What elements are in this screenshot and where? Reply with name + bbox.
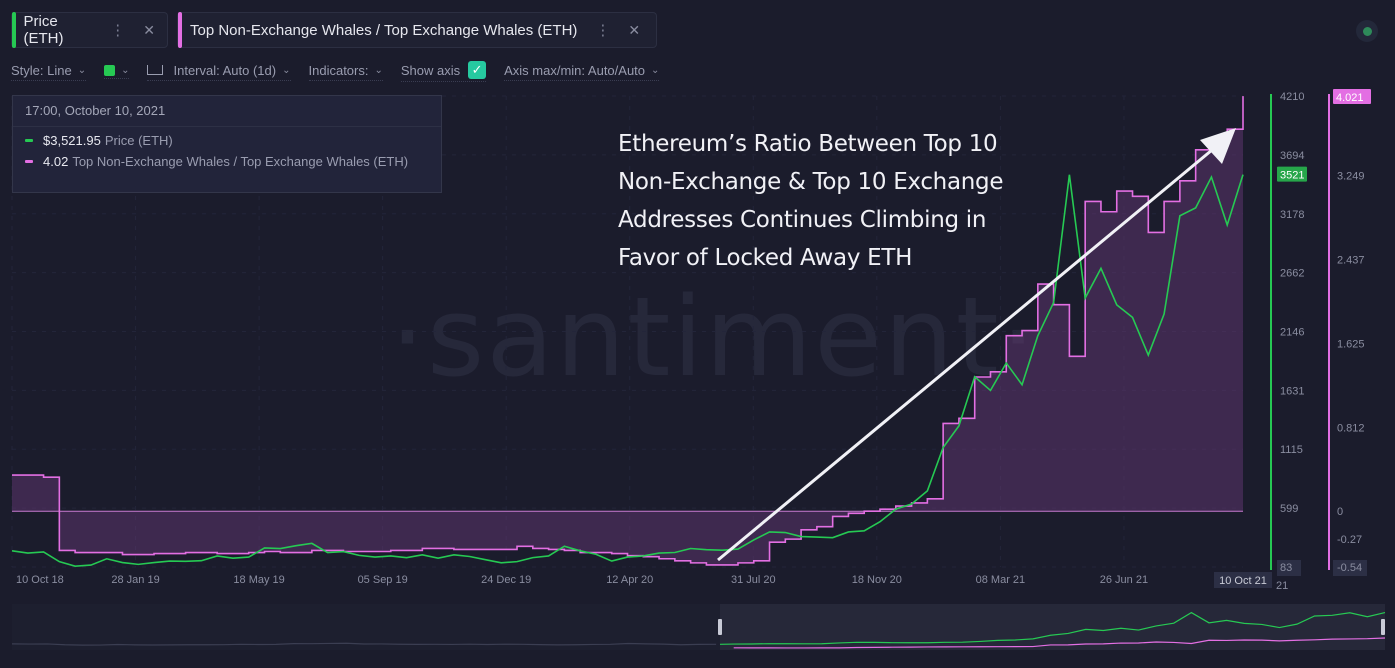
interval-label: Interval: Auto (1d) bbox=[173, 62, 277, 78]
ratio-axis-tick: -0.27 bbox=[1337, 534, 1362, 546]
tooltip-value: 4.02 bbox=[43, 154, 69, 169]
navigator-ratio-line bbox=[733, 637, 1386, 649]
price-axis-tick: 3694 bbox=[1280, 150, 1304, 162]
color-swatch bbox=[104, 64, 116, 76]
x-trailing-label: 21 bbox=[1276, 580, 1288, 592]
price-current-label: 3521 bbox=[1280, 170, 1304, 182]
interval-dropdown[interactable]: Interval: Auto (1d) ⌄ bbox=[147, 62, 291, 81]
series-color-bar bbox=[12, 12, 16, 48]
price-axis-tick: 1631 bbox=[1280, 385, 1304, 397]
x-axis-tick: 10 Oct 18 bbox=[16, 574, 64, 586]
tab-label: Price (ETH) bbox=[23, 13, 64, 47]
watermark: ·santiment· bbox=[390, 273, 1038, 401]
x-current-label: 10 Oct 21 bbox=[1219, 575, 1267, 587]
tooltip-row-ratio: 4.02 Top Non-Exchange Whales / Top Excha… bbox=[13, 154, 441, 169]
ruler-icon bbox=[147, 65, 164, 75]
x-axis-tick: 12 Apr 20 bbox=[606, 574, 653, 586]
axis-maxmin-dropdown[interactable]: Axis max/min: Auto/Auto ⌄ bbox=[504, 62, 660, 81]
axis-badge bbox=[1277, 560, 1301, 576]
annotation-text: Ethereum’s Ratio Between Top 10 Non-Exch… bbox=[618, 125, 1003, 277]
style-label: Style: Line bbox=[11, 62, 72, 78]
chevron-down-icon: ⌄ bbox=[282, 64, 291, 76]
chevron-down-icon: ⌄ bbox=[121, 64, 130, 76]
style-dropdown[interactable]: Style: Line ⌄ bbox=[11, 62, 87, 81]
ratio-axis-tick: 3.249 bbox=[1337, 171, 1365, 183]
annotation-line: Ethereum’s Ratio Between Top 10 bbox=[618, 131, 998, 157]
x-axis-tick: 08 Mar 21 bbox=[976, 574, 1026, 586]
navigator[interactable] bbox=[11, 604, 1386, 650]
navigator-price-line-inactive bbox=[11, 642, 717, 646]
ratio-current-badge bbox=[1333, 89, 1371, 104]
price-axis-tick: 3178 bbox=[1280, 209, 1304, 221]
chevron-down-icon: ⌄ bbox=[374, 64, 383, 76]
ratio-area bbox=[12, 96, 1243, 565]
tooltip-series-name: Top Non-Exchange Whales / Top Exchange W… bbox=[72, 154, 409, 169]
more-icon[interactable]: ⋮ bbox=[110, 22, 126, 39]
price-axis-tick: 599 bbox=[1280, 503, 1298, 515]
ratio-axis-tick: -0.54 bbox=[1337, 562, 1362, 574]
ratio-axis-tick: 0 bbox=[1337, 506, 1343, 518]
annotation-line: Addresses Continues Climbing in bbox=[618, 207, 987, 233]
x-axis-tick: 26 Jun 21 bbox=[1100, 574, 1148, 586]
tooltip-row-price: $3,521.95 Price (ETH) bbox=[13, 133, 441, 148]
price-axis-tick: 83 bbox=[1280, 562, 1292, 574]
annotation-line: Non-Exchange & Top 10 Exchange bbox=[618, 169, 1004, 195]
chart-tooltip: 17:00, October 10, 2021 $3,521.95 Price … bbox=[12, 95, 442, 193]
x-axis-tick: 24 Dec 19 bbox=[481, 574, 531, 586]
color-dropdown[interactable]: ⌄ bbox=[104, 64, 130, 79]
toolbar: Style: Line ⌄ ⌄ Interval: Auto (1d) ⌄ Indi… bbox=[11, 61, 677, 82]
show-axis-toggle[interactable]: Show axis ✓ bbox=[400, 61, 487, 82]
axis-maxmin-label: Axis max/min: Auto/Auto bbox=[504, 62, 646, 78]
x-axis-tick: 05 Sep 19 bbox=[358, 574, 408, 586]
checkbox-checked-icon[interactable]: ✓ bbox=[468, 61, 487, 79]
legend-swatch bbox=[25, 160, 33, 163]
annotation-line: Favor of Locked Away ETH bbox=[618, 245, 913, 271]
price-axis-tick: 2146 bbox=[1280, 327, 1304, 339]
series-color-bar bbox=[178, 12, 182, 48]
annotation-arrow-head bbox=[1200, 128, 1236, 164]
indicators-dropdown[interactable]: Indicators: ⌄ bbox=[308, 62, 383, 81]
close-icon[interactable]: ✕ bbox=[628, 21, 641, 38]
x-axis-tick: 31 Jul 20 bbox=[731, 574, 776, 586]
tooltip-date: 17:00, October 10, 2021 bbox=[13, 96, 441, 127]
more-icon[interactable]: ⋮ bbox=[595, 22, 611, 39]
price-axis-tick: 1115 bbox=[1280, 444, 1303, 456]
chevron-down-icon: ⌄ bbox=[651, 64, 660, 76]
x-axis-tick: 18 May 19 bbox=[233, 574, 284, 586]
settings-button[interactable] bbox=[1356, 20, 1378, 42]
price-axis-tick: 2662 bbox=[1280, 268, 1304, 280]
tab-whales-ratio[interactable]: Top Non-Exchange Whales / Top Exchange W… bbox=[177, 12, 657, 48]
tooltip-series-name: Price (ETH) bbox=[104, 133, 173, 148]
price-current-badge bbox=[1277, 166, 1307, 182]
show-axis-label: Show axis bbox=[400, 62, 461, 78]
status-dot-icon bbox=[1362, 26, 1372, 36]
tab-price-eth[interactable]: Price (ETH) ⋮ ✕ bbox=[11, 12, 168, 48]
close-icon[interactable]: ✕ bbox=[143, 21, 155, 38]
axis-badge bbox=[1333, 560, 1367, 576]
legend-swatch bbox=[25, 139, 33, 142]
navigator-price-line bbox=[719, 611, 1386, 645]
tab-label: Top Non-Exchange Whales / Top Exchange W… bbox=[190, 21, 578, 39]
price-axis-tick: 4210 bbox=[1280, 91, 1304, 103]
ratio-axis-tick: 2.437 bbox=[1337, 255, 1365, 267]
chevron-down-icon: ⌄ bbox=[77, 64, 87, 76]
x-axis-tick: 28 Jan 19 bbox=[111, 574, 159, 586]
navigator-handle-left[interactable] bbox=[718, 619, 722, 635]
ratio-axis-tick: 0.812 bbox=[1337, 422, 1365, 434]
ratio-current-label: 4.021 bbox=[1336, 92, 1364, 104]
navigator-handle-right[interactable] bbox=[1381, 619, 1385, 635]
ratio-axis-tick: 1.625 bbox=[1337, 338, 1365, 350]
x-current-badge bbox=[1214, 572, 1272, 588]
tooltip-value: $3,521.95 bbox=[43, 133, 101, 148]
x-axis-tick: 18 Nov 20 bbox=[852, 574, 902, 586]
annotation-arrow-line bbox=[717, 148, 1213, 562]
indicators-label: Indicators: bbox=[308, 62, 369, 78]
